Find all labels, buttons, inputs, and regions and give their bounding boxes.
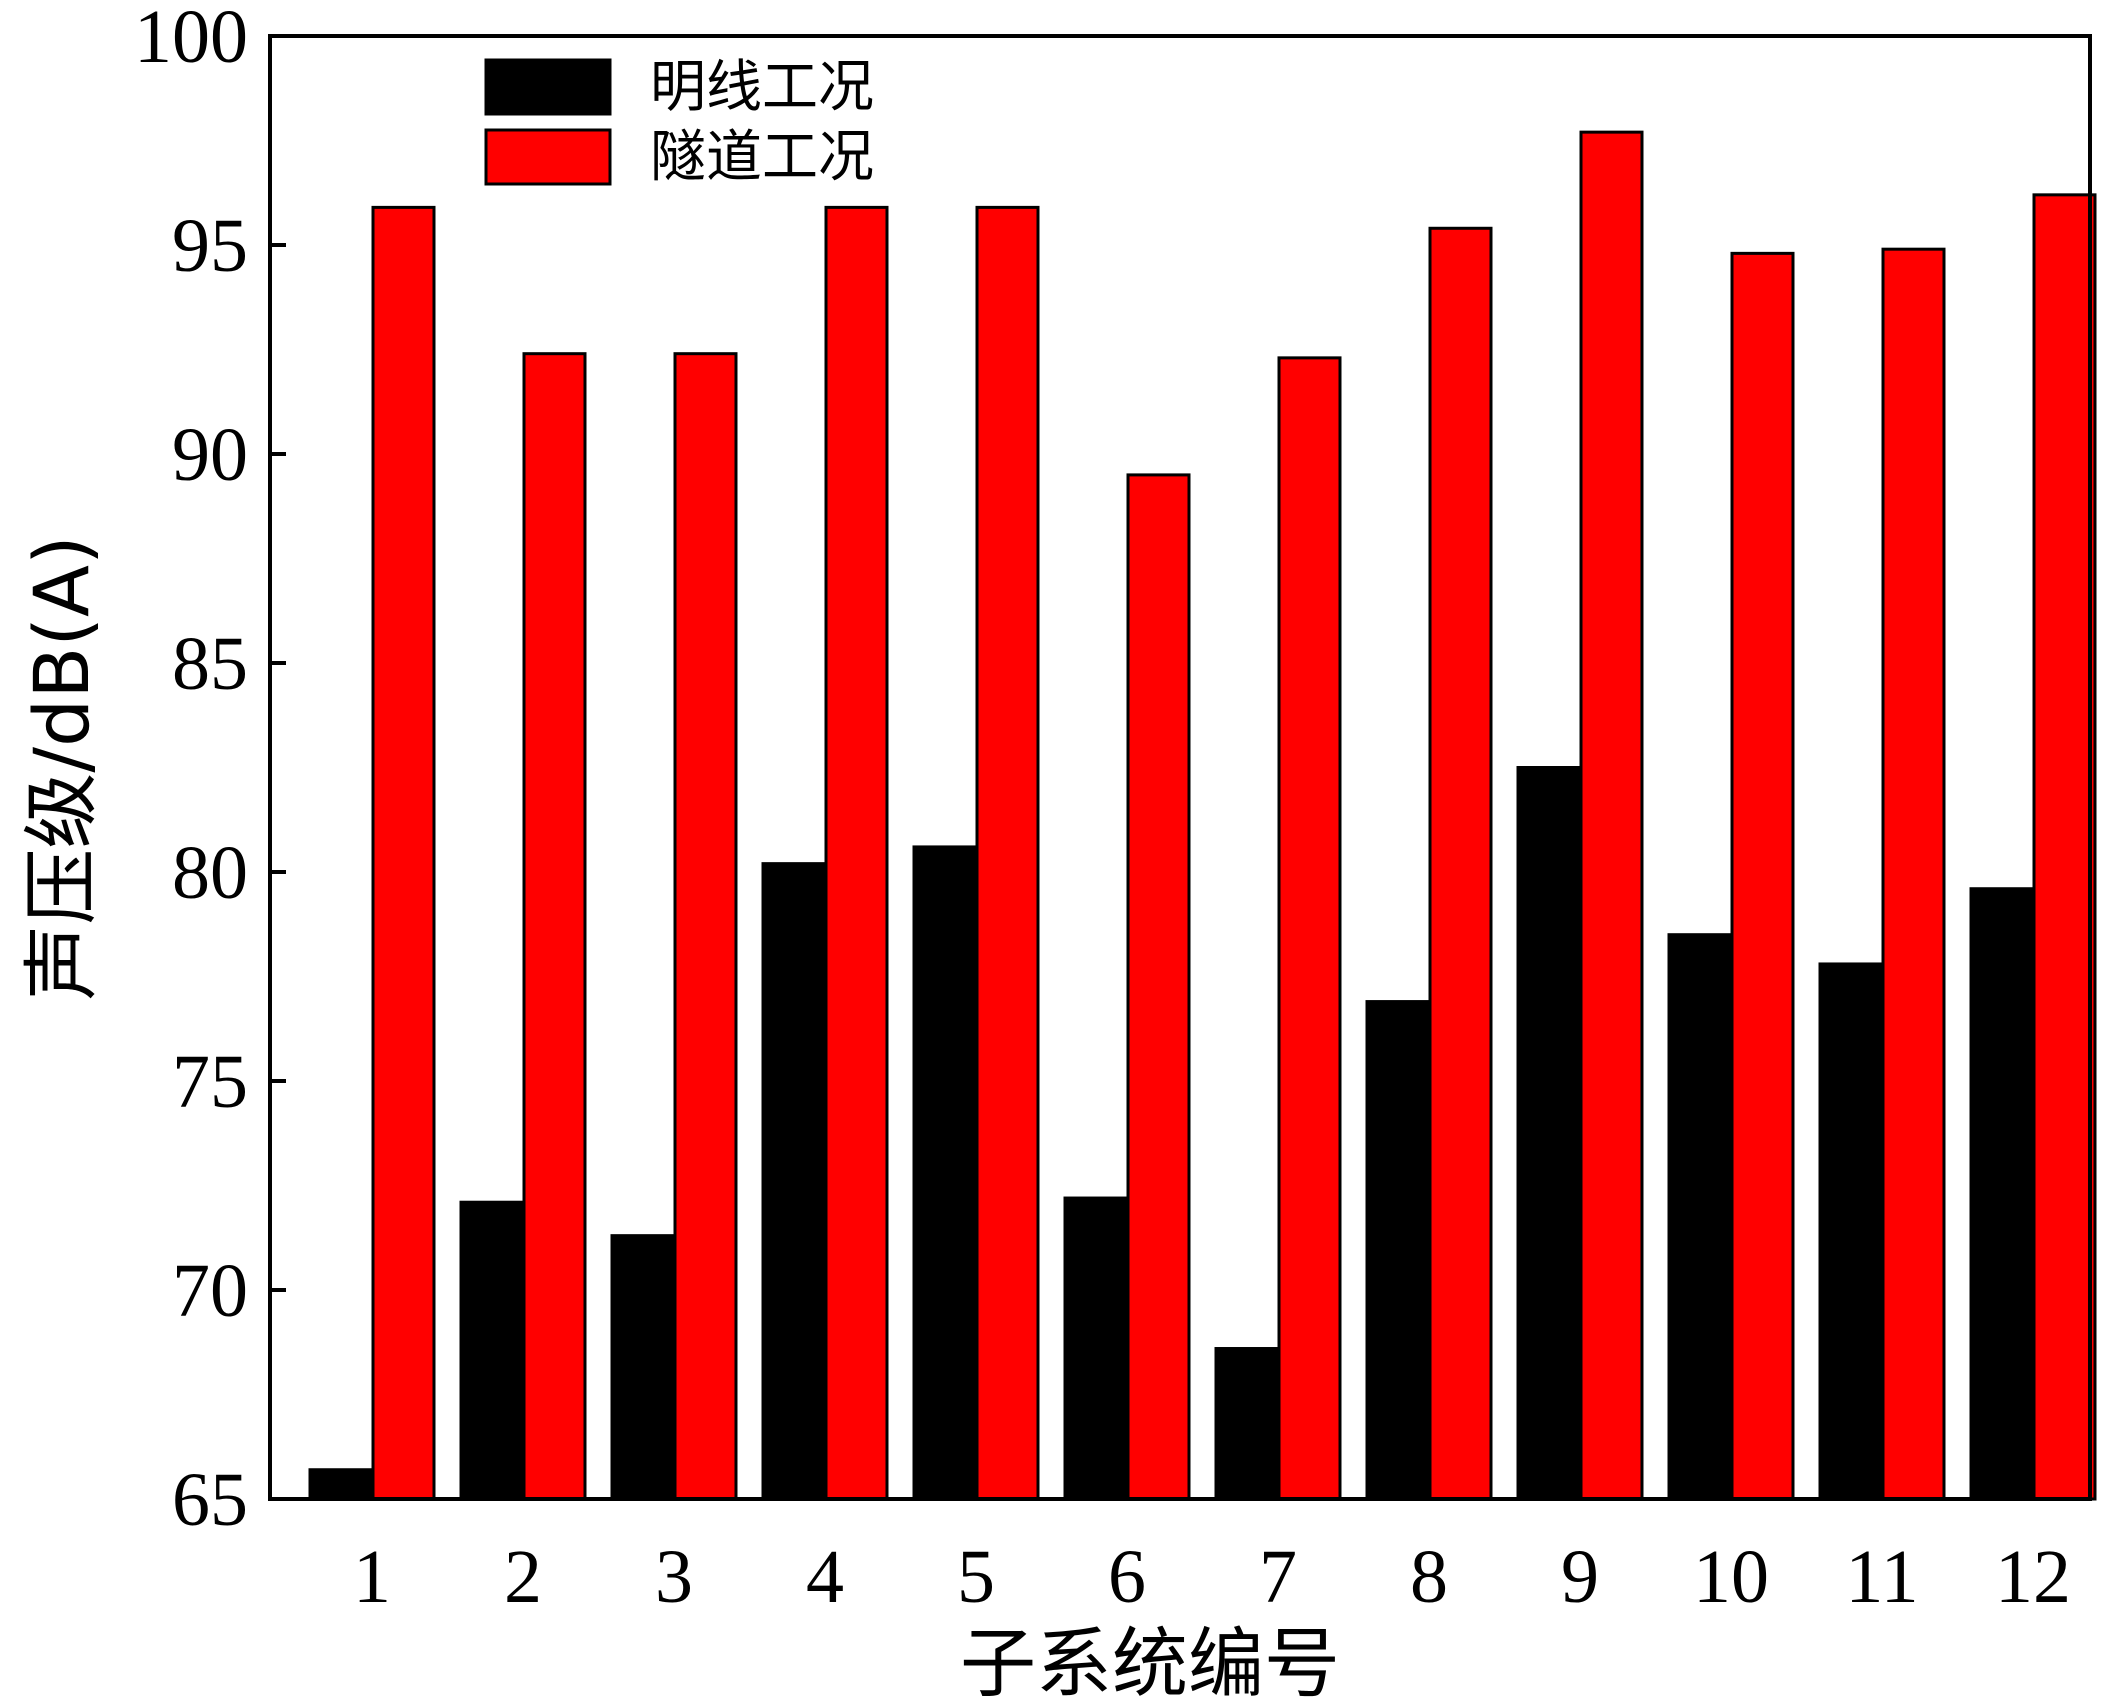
bar-series1-cat-8	[1365, 1000, 1430, 1501]
bar-series2-cat-11	[1881, 247, 1946, 1501]
bar-series1-cat-11	[1818, 962, 1883, 1501]
x-tick-label: 12	[1995, 1535, 2071, 1619]
legend-label-series2: 隧道工况	[650, 125, 874, 190]
x-tick-label: 11	[1845, 1535, 1918, 1619]
y-tick-label: 85	[172, 622, 248, 706]
x-tick-label: 5	[957, 1535, 995, 1619]
bar-series1-cat-3	[610, 1234, 675, 1501]
x-tick-label: 10	[1693, 1535, 1769, 1619]
legend-swatch-series1	[484, 58, 612, 116]
y-axis-title: 声压级/dB(A)	[17, 535, 106, 1000]
legend-label-series1: 明线工况	[650, 55, 874, 120]
x-tick-label: 2	[504, 1535, 542, 1619]
bar-series2-cat-12	[2032, 193, 2097, 1501]
bar-series1-cat-2	[459, 1200, 524, 1501]
x-tick-label: 4	[806, 1535, 844, 1619]
y-tick-label: 65	[172, 1458, 248, 1542]
bar-series2-cat-10	[1730, 251, 1795, 1501]
bar-series1-cat-1	[308, 1468, 373, 1501]
bar-series1-cat-5	[912, 845, 977, 1501]
y-tick-label: 80	[172, 831, 248, 915]
y-tick-label: 95	[172, 204, 248, 288]
x-tick-label: 6	[1108, 1535, 1146, 1619]
y-tick-label: 70	[172, 1249, 248, 1333]
bar-series1-cat-9	[1516, 766, 1581, 1501]
y-tick-label: 75	[172, 1040, 248, 1124]
y-axis: 65 70 75 80 85 90 95 100	[134, 0, 286, 1542]
bar-series2-cat-1	[371, 205, 436, 1501]
y-tick-label: 100	[134, 0, 248, 79]
y-tick-label: 90	[172, 413, 248, 497]
bar-series2-cat-7	[1277, 356, 1342, 1501]
bar-series2-cat-8	[1428, 226, 1493, 1501]
bar-series1-cat-6	[1063, 1196, 1128, 1501]
bar-series1-cat-7	[1214, 1347, 1279, 1501]
legend-swatch-series2	[484, 128, 612, 186]
x-tick-label: 9	[1561, 1535, 1599, 1619]
bar-series2-cat-9	[1579, 130, 1644, 1501]
bar-series2-cat-6	[1126, 473, 1191, 1501]
bar-series2-cat-2	[522, 352, 587, 1501]
bar-series1-cat-4	[761, 862, 826, 1501]
bar-series1-cat-12	[1969, 887, 2034, 1501]
x-tick-label: 3	[655, 1535, 693, 1619]
x-tick-label: 7	[1259, 1535, 1297, 1619]
x-tick-label: 8	[1410, 1535, 1448, 1619]
x-tick-label: 1	[353, 1535, 391, 1619]
bars-group	[308, 130, 2097, 1501]
bar-series1-cat-10	[1667, 933, 1732, 1501]
x-axis-title: 子系统编号	[960, 1619, 1340, 1707]
bar-series2-cat-5	[975, 205, 1040, 1501]
x-axis: 1 2 3 4 5 6 7 8 9 10 11 12	[353, 1485, 2071, 1619]
bar-series2-cat-4	[824, 205, 889, 1501]
plot-frame	[268, 34, 2092, 1501]
bar-series2-cat-3	[673, 352, 738, 1501]
